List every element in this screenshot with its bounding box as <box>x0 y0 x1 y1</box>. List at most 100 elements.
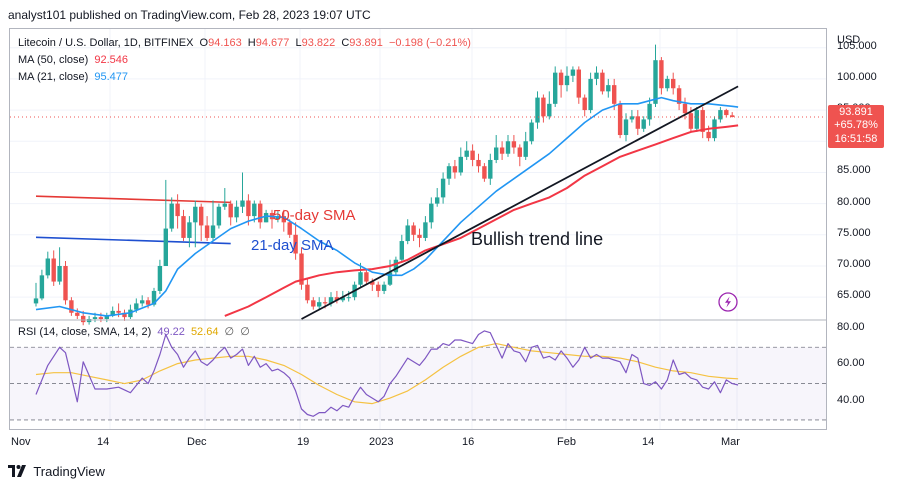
candle-body <box>57 265 62 282</box>
tradingview-logo[interactable]: TradingView <box>8 464 105 479</box>
candle-body <box>724 110 729 116</box>
candle-body <box>429 203 434 223</box>
rsi-layer <box>35 330 739 417</box>
time-axis[interactable]: Nov 14 Dec 19 2023 16 Feb 14 Mar <box>9 430 827 454</box>
candle-body <box>358 272 363 285</box>
candle-body <box>440 178 446 198</box>
price-axis[interactable]: USD 105.000100.00095.00090.00085.00080.0… <box>827 28 900 430</box>
candle-body <box>287 222 292 235</box>
candle-body <box>252 203 257 217</box>
candle-body <box>86 319 92 323</box>
rsi-line <box>35 330 739 417</box>
candle-body <box>499 147 505 154</box>
rsi-sma-line <box>35 343 739 405</box>
rsi-tick-label: 60.00 <box>837 357 865 370</box>
candle-body <box>75 312 80 316</box>
price-chart-svg[interactable]: 50-day SMA 21-day SMA Bullish trend line <box>10 29 826 429</box>
candle-body <box>511 141 517 148</box>
candle-body <box>558 72 564 86</box>
candle-body <box>517 147 522 157</box>
candle-body <box>193 206 198 223</box>
high-value: 94.677 <box>255 37 290 49</box>
candle-body <box>334 297 340 301</box>
time-tick-label: Nov <box>11 436 31 448</box>
candle-body <box>535 97 540 123</box>
candle-body <box>594 72 599 79</box>
lightning-icon[interactable] <box>718 292 738 312</box>
candle-body <box>104 315 109 319</box>
candle-body <box>570 69 576 76</box>
candle-body <box>617 103 623 136</box>
symbol-title[interactable]: Litecoin / U.S. Dollar, 1D, BITFINEX <box>18 37 194 49</box>
candle-body <box>494 147 499 160</box>
candle-body <box>346 297 351 299</box>
candle-body <box>488 159 493 179</box>
candle-body <box>328 297 334 304</box>
candle-body <box>629 116 635 120</box>
candle-body <box>169 203 174 229</box>
bullish-trend-line <box>301 85 739 320</box>
candle-body <box>417 234 422 238</box>
candle-body <box>452 166 458 173</box>
candle-body <box>51 258 56 282</box>
candle-body <box>688 113 694 129</box>
candle-body <box>210 225 216 238</box>
currency-label: USD <box>837 34 861 46</box>
candle-body <box>187 222 192 238</box>
annotation-50day-sma: 50-day SMA <box>273 207 356 224</box>
rsi-label: RSI (14, close, SMA, 14, 2) <box>18 326 152 338</box>
candle-body <box>505 141 511 154</box>
candle-body <box>116 310 121 313</box>
ma21-legend[interactable]: MA (21, close) 95.477 <box>18 71 131 83</box>
candle-body <box>671 78 676 89</box>
candle-body <box>393 259 399 273</box>
candle-body <box>423 222 428 238</box>
candle-body <box>476 159 481 167</box>
change-value: −0.198 (−0.21%) <box>388 37 471 49</box>
candle-body <box>553 72 558 104</box>
time-tick-label: Mar <box>721 436 740 448</box>
candle-body <box>464 150 469 157</box>
candle-body <box>145 300 151 305</box>
candle-body <box>706 131 711 139</box>
candle-body <box>635 116 640 129</box>
candle-body <box>564 75 570 86</box>
candle-body <box>435 197 440 204</box>
high-label: H <box>247 37 256 49</box>
candle-body <box>340 297 345 301</box>
ma50-legend[interactable]: MA (50, close) 92.546 <box>18 54 131 66</box>
candle-body <box>458 156 463 173</box>
candle-body <box>364 272 369 282</box>
grid-layer <box>10 29 826 429</box>
time-tick-label: Feb <box>557 436 576 448</box>
price-change-percent: +65.78% <box>834 119 878 132</box>
candle-body <box>228 203 233 218</box>
candle-body <box>240 200 245 207</box>
price-tick-label: 75.000 <box>837 226 871 239</box>
candle-body <box>529 122 534 142</box>
candle-body <box>653 60 658 104</box>
price-tick-label: 100.000 <box>837 70 877 83</box>
candle-body <box>399 241 404 260</box>
rsi-tick-label: 80.00 <box>837 321 865 334</box>
candle-body <box>682 103 688 114</box>
candle-body <box>69 300 74 313</box>
ma50-value: 92.546 <box>94 54 129 66</box>
candle-body <box>411 225 416 235</box>
candle-body <box>647 103 652 120</box>
time-tick-label: 14 <box>97 436 110 448</box>
candle-body <box>623 119 629 136</box>
ma21-line <box>35 96 739 317</box>
candle-body <box>181 216 186 238</box>
candle-body <box>322 302 328 304</box>
candle-body <box>694 110 699 129</box>
rsi-legend[interactable]: RSI (14, close, SMA, 14, 2) 49.22 52.64 … <box>18 325 253 338</box>
ma50-label: MA (50, close) <box>18 54 89 66</box>
candle-body <box>110 310 115 316</box>
time-tick-label: 14 <box>642 436 655 448</box>
open-label: O <box>199 37 209 49</box>
candle-body <box>281 216 286 223</box>
chart-pane[interactable]: 50-day SMA 21-day SMA Bullish trend line… <box>9 28 827 430</box>
candle-body <box>45 258 50 276</box>
candle-body <box>376 284 381 291</box>
